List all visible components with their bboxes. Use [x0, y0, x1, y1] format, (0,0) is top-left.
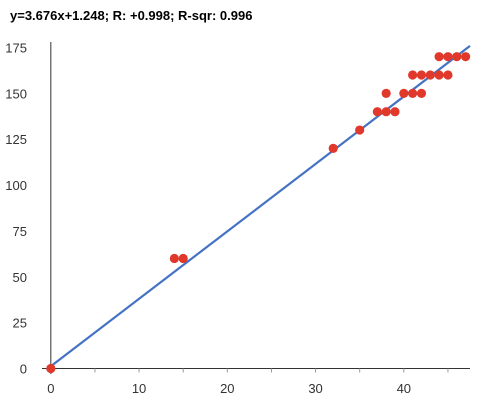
data-point: [399, 88, 409, 98]
data-point: [408, 70, 418, 80]
data-point: [460, 52, 471, 62]
data-point: [434, 52, 444, 62]
y-tick-label: 50: [13, 270, 27, 285]
data-point: [178, 253, 188, 264]
data-point: [452, 52, 462, 62]
x-tick-label: 20: [220, 381, 234, 396]
axes: [42, 42, 470, 374]
data-point: [381, 107, 391, 117]
data-point: [408, 88, 418, 98]
data-point: [443, 52, 453, 62]
data-point: [434, 70, 444, 80]
data-point: [381, 88, 391, 98]
y-tick-label: 175: [5, 41, 27, 56]
data-point: [328, 143, 338, 153]
data-point: [46, 363, 56, 374]
x-tick-label: 0: [47, 381, 54, 396]
x-tick-label: 10: [132, 381, 146, 396]
y-tick-label: 150: [5, 86, 27, 101]
x-tick-label: 30: [308, 381, 322, 396]
data-point: [355, 125, 365, 135]
x-tick-label: 40: [397, 381, 411, 396]
data-point: [169, 253, 179, 264]
data-points: [46, 52, 471, 374]
y-tick-label: 125: [5, 132, 27, 147]
trendline-group: [50, 45, 471, 368]
data-point: [416, 70, 427, 80]
chart-title: y=3.676x+1.248; R: +0.998; R-sqr: 0.996: [10, 8, 253, 23]
data-point: [372, 107, 382, 117]
data-point: [390, 107, 400, 117]
data-point: [416, 88, 427, 98]
trendline: [50, 45, 471, 368]
data-point: [425, 70, 435, 80]
data-point: [443, 70, 453, 80]
y-tick-label: 25: [13, 316, 27, 331]
y-tick-label: 100: [5, 178, 27, 193]
y-tick-label: 0: [20, 361, 27, 376]
tick-labels: 0 10 20 30 40 0 25 50 75 100 125 150 175: [5, 41, 411, 396]
y-tick-label: 75: [13, 224, 27, 239]
